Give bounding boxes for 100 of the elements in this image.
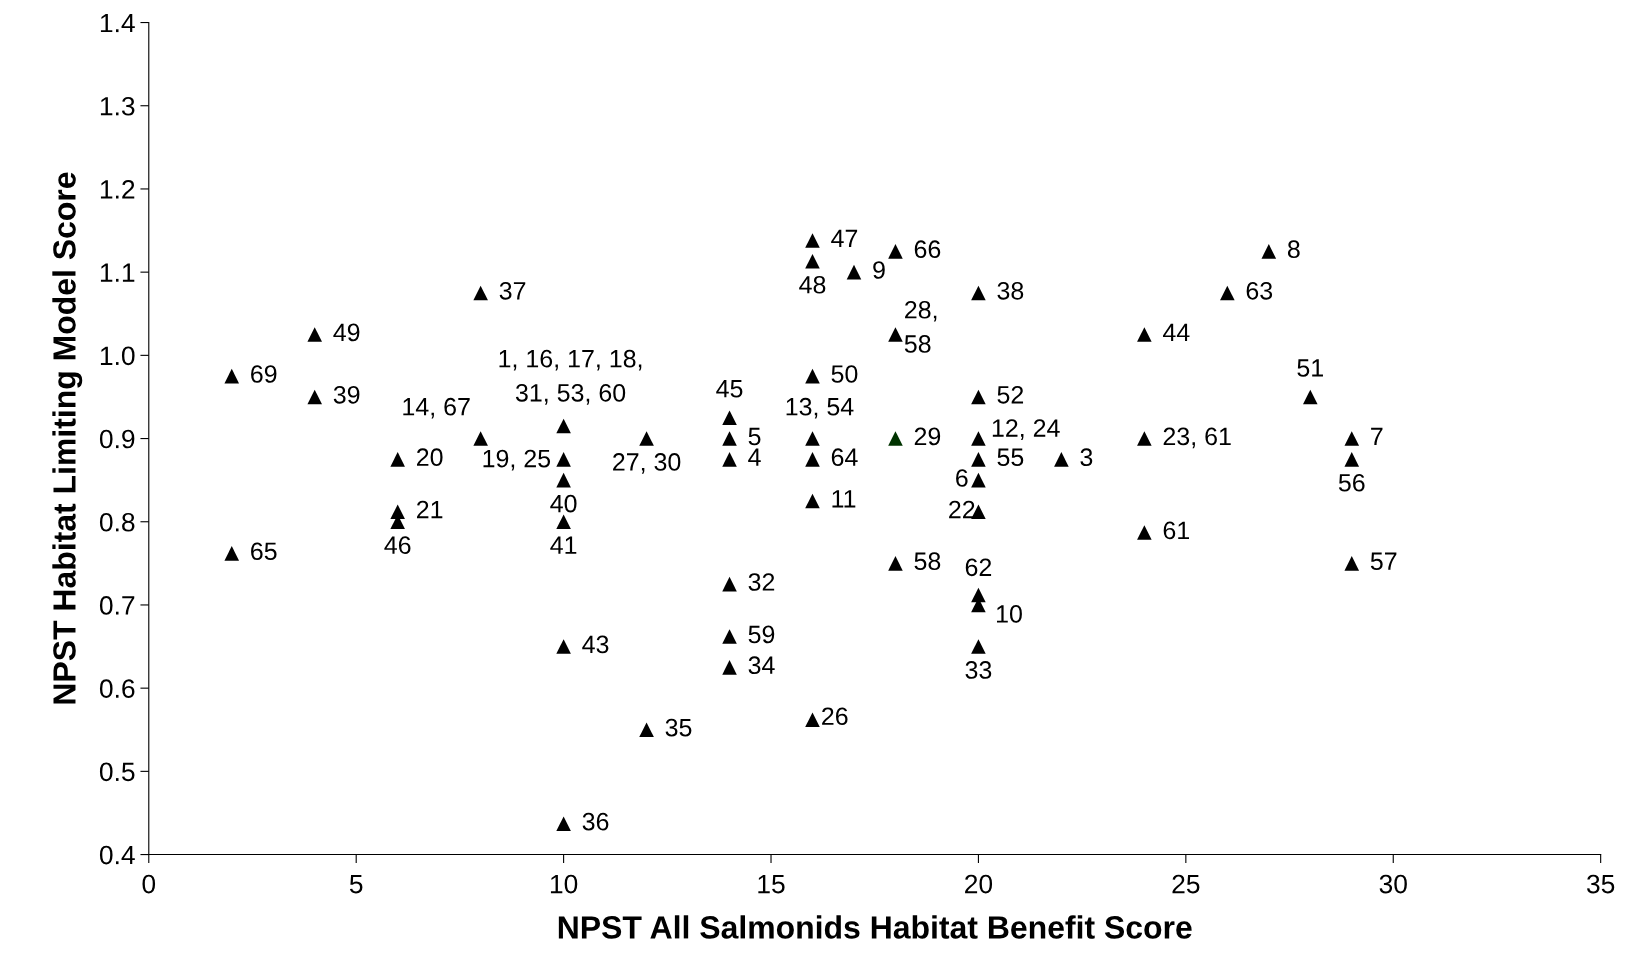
point [556,452,571,467]
annotation: 51 [1297,359,1323,377]
point [1137,327,1152,342]
point [971,472,986,488]
y-tick-label: 1.4 [100,13,135,33]
x-tick-label: 0 [142,874,156,894]
annotation: 12, 24 [992,419,1060,440]
point [307,327,322,342]
annotation: 69 [251,365,277,383]
annotation: 39 [333,385,360,404]
annotation: 3 [1080,448,1093,467]
annotation: 38 [997,281,1024,300]
y-tick-label: 0.8 [99,512,135,532]
point [639,431,654,446]
annotation: 6 [956,469,968,487]
point [722,629,737,644]
annotation: 35 [665,718,692,737]
point [805,493,820,509]
annotation: 10 [997,605,1022,623]
annotation: 66 [914,240,941,259]
point [639,722,654,738]
annotation: 11 [832,490,856,508]
x-tick-label: 25 [1172,874,1200,894]
annotation: 43 [582,635,609,654]
point [1220,285,1235,301]
point [971,285,986,301]
annotation: 5 [748,427,761,446]
point [805,431,820,446]
annotation: 57 [1370,552,1397,571]
annotation: 59 [748,625,775,644]
annotation: 48 [799,275,826,294]
point [722,431,737,446]
annotation: 47 [831,229,858,247]
annotation: 32 [748,573,775,591]
point [473,431,488,446]
x-tick-label: 10 [550,874,578,894]
annotation: 20 [416,448,443,467]
y-tick-label: 1.1 [100,263,135,282]
point [722,576,737,592]
annotation: 56 [1338,473,1365,492]
annotation: 50 [831,365,858,383]
annotation: 7 [1371,427,1383,446]
annotation: 64 [831,448,858,467]
annotation: 19, 25 [483,449,551,471]
point [971,389,986,405]
point [1054,452,1069,467]
point [1137,525,1152,540]
x-axis-title: NPST All Salmonids Habitat Benefit Score [558,915,1192,939]
point [1303,389,1318,405]
x-tick-label: 15 [758,874,785,894]
point [888,327,903,342]
annotation: 49 [333,323,360,342]
annotation: 34 [748,656,775,675]
point [888,244,903,259]
annotation: 14, 67 [403,397,470,419]
annotation: 63 [1246,281,1273,300]
annotation: 28, 58 [904,300,937,353]
y-tick-label: 1.2 [100,180,135,199]
y-tick-label: 0.4 [99,845,135,865]
point [307,389,322,405]
y-tick-label: 1.3 [100,96,135,116]
point [1137,431,1152,446]
point [805,254,820,269]
point [722,660,737,675]
point [1344,452,1360,467]
x-tick-label: 20 [965,874,993,894]
annotation: 61 [1163,521,1189,540]
point [390,504,405,520]
annotation: 13, 54 [786,397,854,419]
point [556,639,571,654]
point [805,712,820,728]
point [722,452,737,467]
point [556,514,571,530]
x-tick-label: 35 [1587,874,1615,894]
annotation: 21 [416,500,443,519]
point [888,431,903,446]
point [805,368,820,384]
point [888,556,903,571]
point [846,264,862,280]
annotation: 36 [582,812,609,831]
annotation: 1, 16, 17, 18, 31, 53, 60 [499,349,642,405]
point [805,233,820,248]
point [1344,556,1360,571]
annotation: 40 [550,494,577,513]
annotation: 9 [873,261,885,279]
point [722,410,737,426]
annotation: 22 [949,500,975,519]
annotation: 23, 61 [1163,427,1231,449]
y-axis-title: NPST Habitat Limiting Model Score [52,172,83,704]
y-tick-label: 1.0 [100,346,135,366]
point [390,452,405,467]
point [1261,244,1277,259]
y-tick-label: 0.6 [99,679,135,698]
annotation: 29 [914,427,941,446]
y-tick-label: 0.9 [99,429,135,449]
point [971,452,986,467]
annotation: 26 [822,707,848,726]
point [224,368,240,384]
point [556,418,571,434]
annotation: 45 [716,380,743,398]
